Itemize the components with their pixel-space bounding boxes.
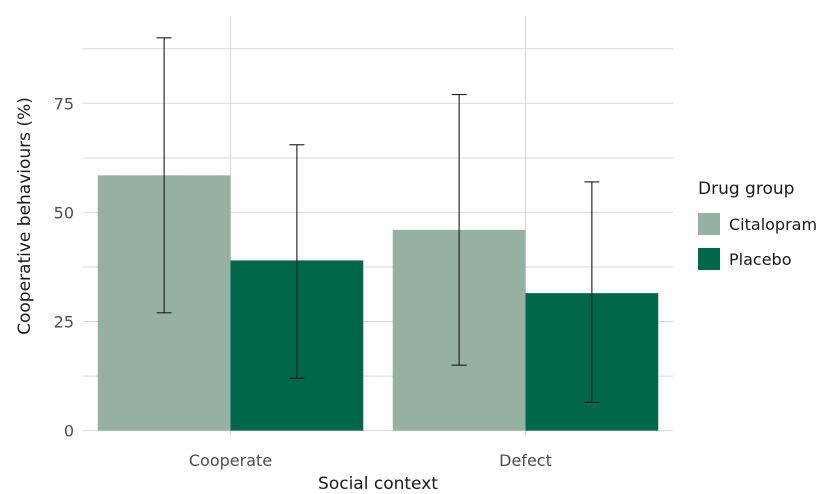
y-axis-title: Cooperative behaviours (%) bbox=[15, 97, 35, 335]
y-axis-ticks: 0 25 50 75 bbox=[54, 94, 74, 440]
legend-swatch-placebo bbox=[698, 248, 720, 270]
y-tick-label: 50 bbox=[54, 203, 74, 222]
y-tick-label: 75 bbox=[54, 94, 74, 113]
error-bars bbox=[156, 37, 600, 403]
legend-label-citalopram: Citalopram bbox=[729, 215, 817, 234]
bars bbox=[97, 175, 659, 431]
legend-title: Drug group bbox=[698, 179, 794, 199]
y-tick-label: 0 bbox=[64, 422, 74, 441]
legend-items: Citalopram Placebo bbox=[698, 213, 817, 270]
x-tick-label: Defect bbox=[499, 451, 552, 470]
x-axis-ticks: Cooperate Defect bbox=[189, 451, 552, 470]
legend: Drug group Citalopram Placebo bbox=[698, 179, 817, 270]
x-tick-label: Cooperate bbox=[189, 451, 272, 470]
legend-swatch-citalopram bbox=[698, 213, 720, 235]
x-axis-title: Social context bbox=[318, 474, 438, 494]
y-tick-label: 25 bbox=[54, 313, 74, 332]
legend-label-placebo: Placebo bbox=[729, 250, 791, 269]
